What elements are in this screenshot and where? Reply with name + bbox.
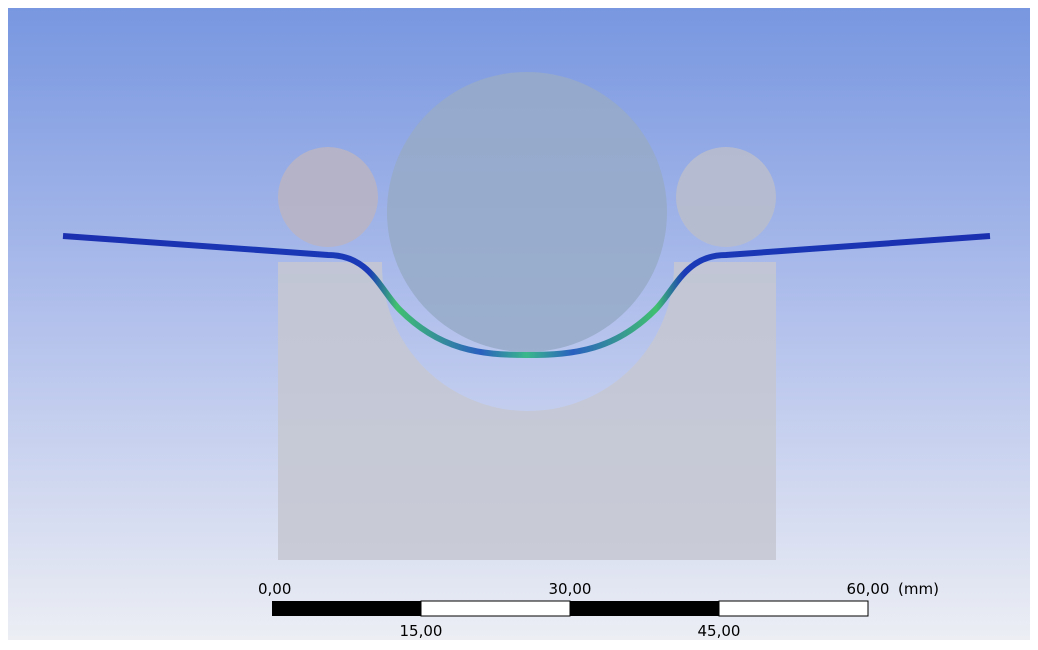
scale-label: 30,00 <box>549 580 592 598</box>
scale-label: 15,00 <box>400 622 443 640</box>
scale-segment <box>272 601 421 616</box>
punch <box>387 72 667 352</box>
scale-label: 60,00 <box>847 580 890 598</box>
right-roller <box>676 147 776 247</box>
scale-segment <box>421 601 570 616</box>
scale-segment <box>570 601 719 616</box>
left-roller <box>278 147 378 247</box>
scale-unit: (mm) <box>898 580 939 598</box>
page: 0,00 30,00 60,00 (mm) 15,00 45,00 (() =>… <box>0 0 1038 646</box>
scale-label: 0,00 <box>258 580 291 598</box>
scale-segment <box>719 601 868 616</box>
scale-label: 45,00 <box>698 622 741 640</box>
viewport: 0,00 30,00 60,00 (mm) 15,00 45,00 <box>0 0 1038 646</box>
